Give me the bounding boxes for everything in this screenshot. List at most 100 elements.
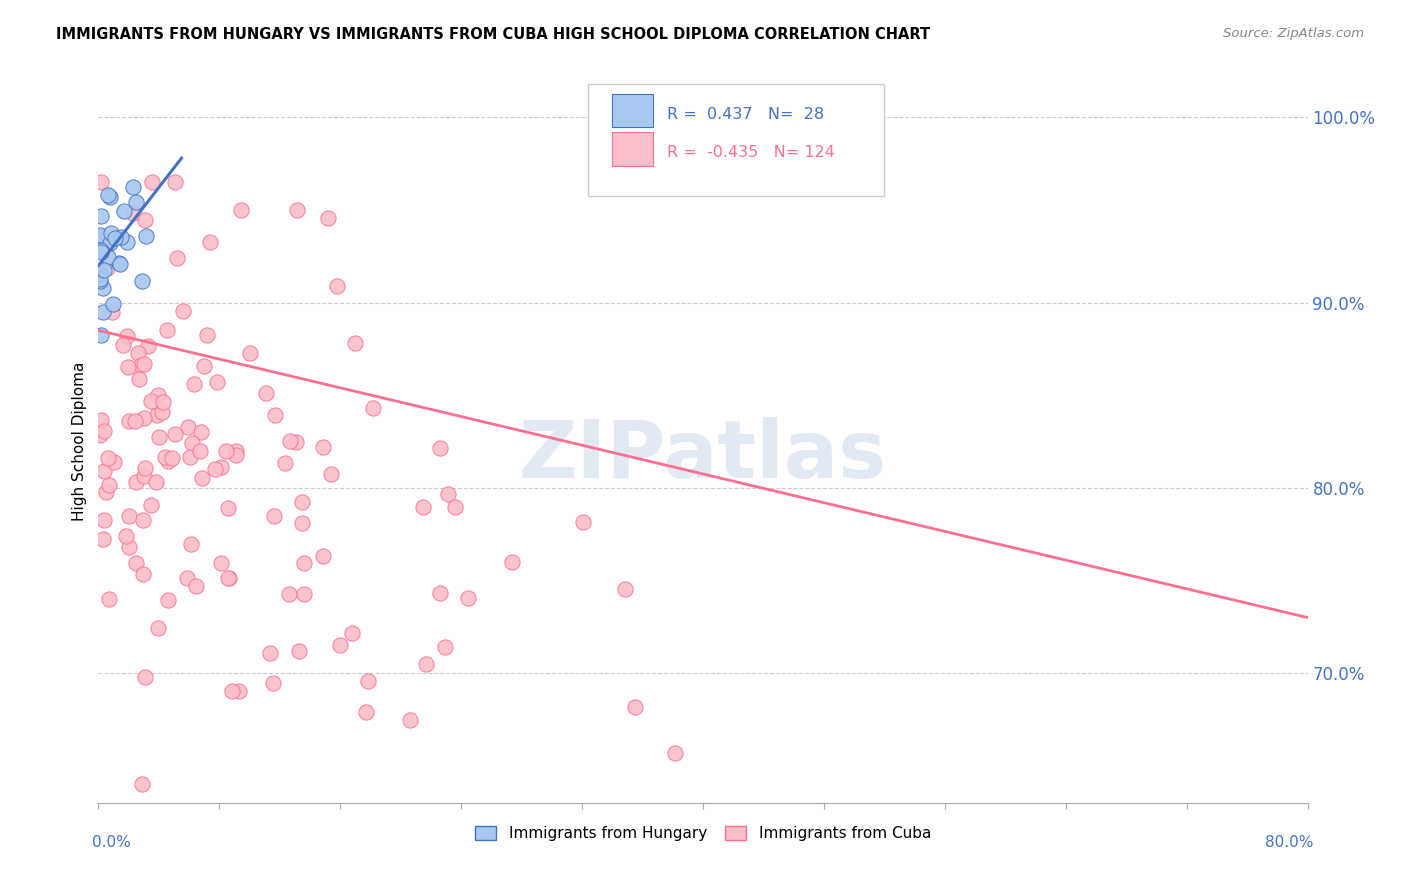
Point: [90, 175, 112, 189]
Point: [326, 279, 349, 293]
Point: [239, 346, 262, 360]
Point: [278, 434, 301, 448]
Point: [444, 500, 467, 514]
Point: [139, 393, 162, 408]
Point: [122, 180, 145, 194]
Legend: Immigrants from Hungary, Immigrants from Cuba: Immigrants from Hungary, Immigrants from…: [468, 820, 938, 847]
Point: [141, 499, 163, 513]
Point: [157, 454, 180, 468]
Point: [98, 190, 121, 204]
Point: [90, 327, 112, 342]
Point: [112, 338, 135, 352]
Point: [97, 478, 120, 492]
Text: R =  0.437   N=  28: R = 0.437 N= 28: [666, 107, 824, 122]
Point: [89, 272, 111, 286]
Point: [132, 566, 155, 581]
Point: [118, 413, 141, 427]
Point: [96, 261, 118, 276]
Point: [93, 424, 115, 438]
Point: [623, 700, 645, 714]
Point: [180, 536, 202, 550]
Point: [664, 746, 686, 760]
Point: [434, 640, 457, 655]
Point: [100, 304, 122, 318]
Point: [118, 540, 141, 554]
Point: [150, 405, 173, 419]
Point: [292, 556, 315, 570]
Point: [146, 408, 169, 422]
Point: [117, 235, 139, 250]
Point: [316, 211, 339, 225]
Point: [193, 359, 215, 373]
Point: [89, 267, 111, 281]
Point: [319, 467, 342, 482]
Point: [91, 281, 114, 295]
Point: [104, 231, 127, 245]
Point: [284, 434, 307, 449]
Point: [94, 485, 117, 500]
Point: [136, 339, 159, 353]
Point: [103, 455, 125, 469]
Point: [117, 359, 139, 374]
Point: [90, 245, 112, 260]
Point: [145, 475, 167, 490]
Point: [264, 408, 287, 422]
Point: [429, 586, 451, 600]
Point: [429, 441, 451, 455]
Text: R =  -0.435   N= 124: R = -0.435 N= 124: [666, 145, 835, 160]
Point: [131, 274, 153, 288]
Point: [132, 357, 155, 371]
Point: [90, 209, 112, 223]
Point: [217, 501, 239, 516]
Point: [89, 229, 111, 244]
Point: [148, 430, 170, 444]
Point: [177, 420, 200, 434]
Point: [112, 204, 135, 219]
Point: [115, 328, 138, 343]
Point: [209, 557, 232, 571]
Point: [231, 203, 253, 218]
Point: [93, 304, 115, 318]
Text: ZIPatlas: ZIPatlas: [519, 417, 887, 495]
Point: [225, 448, 247, 462]
Point: [134, 461, 156, 475]
Point: [90, 412, 112, 426]
Text: Source: ZipAtlas.com: Source: ZipAtlas.com: [1223, 27, 1364, 40]
Point: [93, 513, 115, 527]
Point: [228, 684, 250, 698]
Point: [357, 674, 380, 689]
Point: [107, 256, 129, 270]
Point: [415, 657, 437, 671]
Point: [152, 394, 174, 409]
Point: [129, 358, 152, 372]
Point: [361, 401, 384, 416]
Point: [354, 705, 377, 719]
Point: [89, 274, 111, 288]
Point: [209, 459, 232, 474]
Point: [122, 205, 145, 219]
Point: [215, 443, 238, 458]
Point: [110, 230, 132, 244]
Point: [128, 372, 150, 386]
Point: [172, 304, 194, 318]
Point: [285, 202, 308, 217]
Point: [340, 626, 363, 640]
Point: [114, 529, 136, 543]
Point: [263, 509, 285, 524]
Point: [176, 572, 198, 586]
Point: [225, 443, 247, 458]
Point: [312, 549, 335, 563]
Point: [125, 556, 148, 570]
Point: [156, 323, 179, 337]
Point: [156, 592, 179, 607]
FancyBboxPatch shape: [613, 132, 654, 166]
Point: [288, 644, 311, 658]
Point: [262, 675, 284, 690]
Point: [457, 591, 479, 606]
Point: [134, 212, 156, 227]
Point: [124, 414, 146, 428]
Point: [90, 244, 112, 258]
Point: [412, 500, 434, 515]
Point: [97, 450, 120, 465]
Point: [125, 475, 148, 490]
